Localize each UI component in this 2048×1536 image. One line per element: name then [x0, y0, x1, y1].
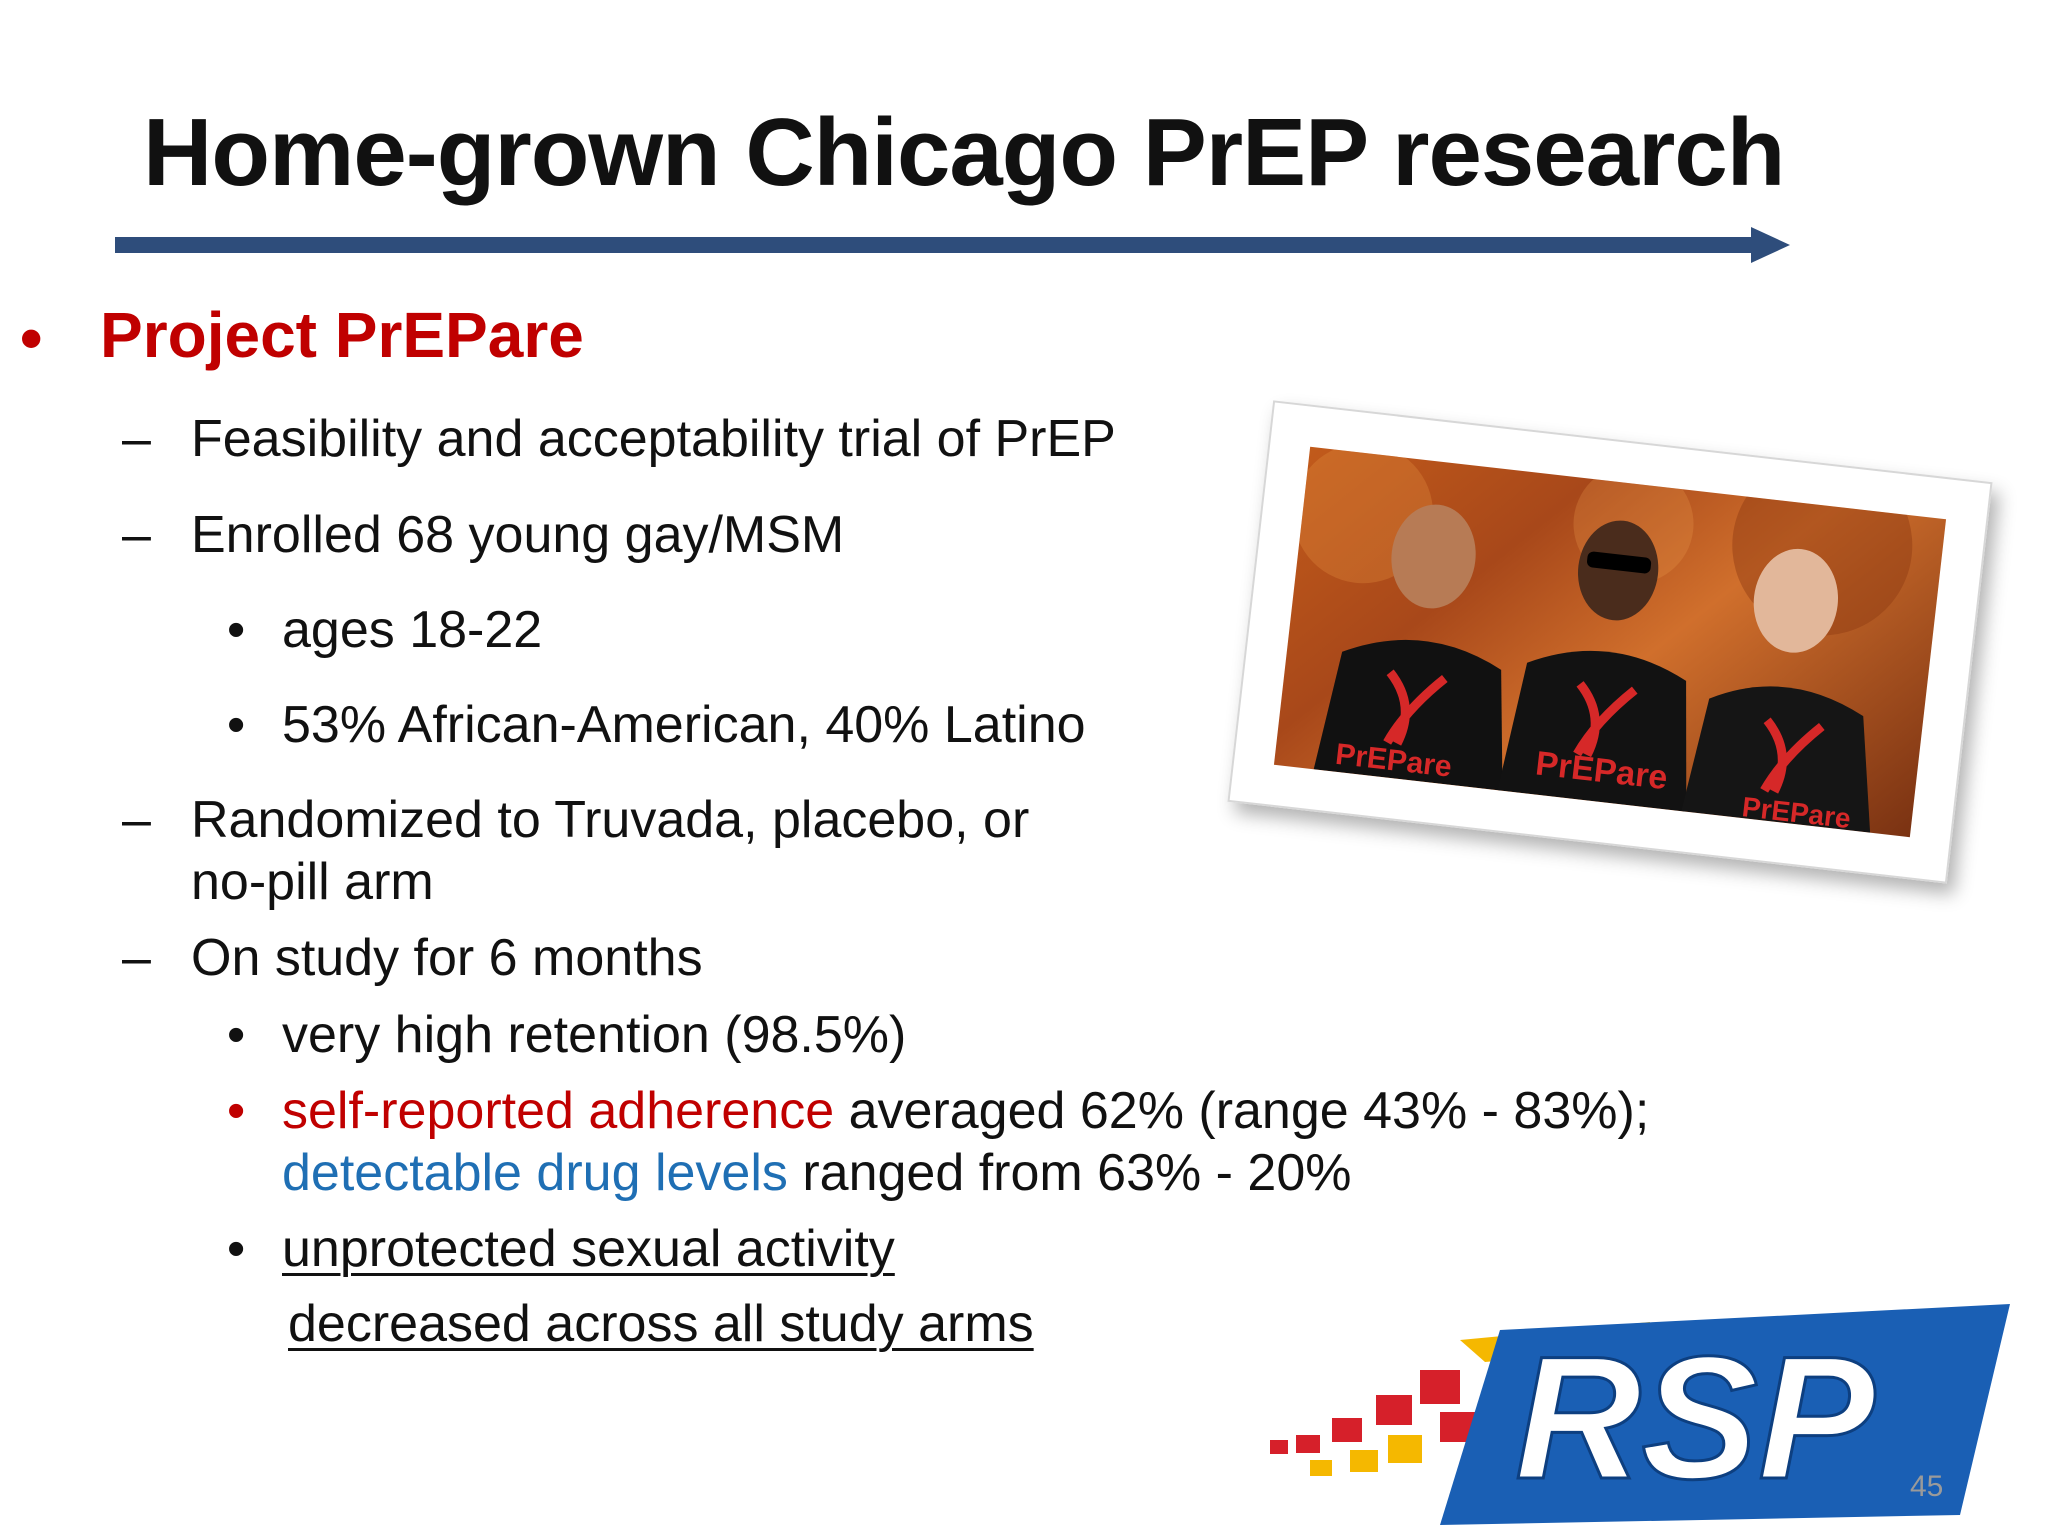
bullet-adherence: self-reported adherence averaged 62% (ra…	[282, 1085, 1649, 1137]
dash-marker: –	[122, 791, 151, 849]
bullet-marker: •	[20, 302, 43, 374]
sub-bullet-marker: •	[227, 1220, 246, 1278]
bullet-retention: very high retention (98.5%)	[282, 1006, 907, 1064]
bullet-feasibility: Feasibility and acceptability trial of P…	[191, 410, 1116, 468]
dash-marker: –	[122, 410, 151, 468]
drug-levels-text: ranged from 63% - 20%	[787, 1144, 1352, 1202]
sub-bullet-marker: •	[227, 1082, 246, 1140]
sub-bullet-marker: •	[227, 601, 246, 659]
bullet-drug-levels: detectable drug levels ranged from 63% -…	[282, 1147, 1352, 1199]
dash-marker: –	[122, 506, 151, 564]
rsp-logo: RSP	[1270, 1304, 2010, 1525]
bullet-project-prepare: Project PrEPare	[100, 299, 584, 371]
bullet-enrolled: Enrolled 68 young gay/MSM	[191, 506, 845, 564]
bullet-unprotected-line1: unprotected sexual activity	[282, 1220, 895, 1278]
sub-bullet-marker: •	[227, 696, 246, 754]
dash-marker: –	[122, 929, 151, 987]
logo-text: RSP	[1515, 1321, 1875, 1516]
bullet-demographics: 53% African-American, 40% Latino	[282, 696, 1086, 754]
bullet-randomized-line1: Randomized to Truvada, placebo, or	[191, 791, 1030, 849]
title-arrow-rule	[115, 227, 1790, 263]
bullet-unprotected-line2: decreased across all study arms	[288, 1295, 1034, 1353]
bullet-on-study: On study for 6 months	[191, 929, 703, 987]
sub-bullet-marker: •	[227, 1006, 246, 1064]
project-prepare-photo: PrEPare PrEPare PrEPare	[1273, 446, 1947, 838]
slide-title: Home-grown Chicago PrEP research	[143, 99, 1785, 206]
bullet-randomized-line2: no-pill arm	[191, 853, 434, 911]
bullet-ages: ages 18-22	[282, 601, 543, 659]
adherence-highlight: self-reported adherence	[282, 1082, 835, 1140]
photo-frame: PrEPare PrEPare PrEPare	[1227, 400, 1993, 884]
adherence-text: averaged 62% (range 43% - 83%);	[834, 1082, 1650, 1140]
drug-levels-highlight: detectable drug levels	[282, 1144, 788, 1202]
page-number: 45	[1910, 1470, 1944, 1503]
